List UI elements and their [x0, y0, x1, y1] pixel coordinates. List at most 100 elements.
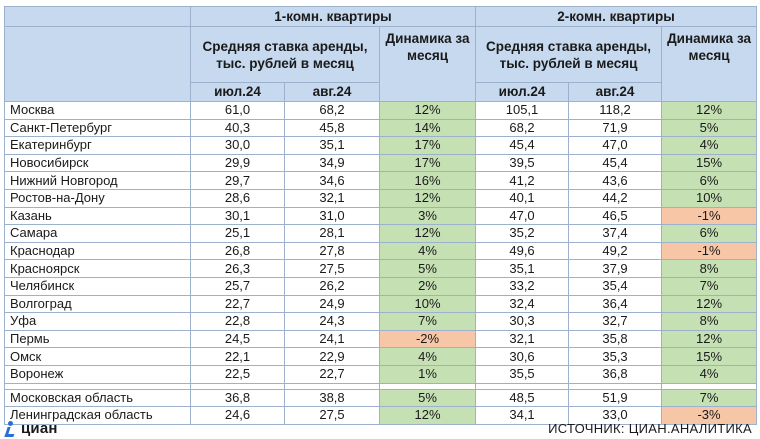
table-row: Краснодар 26,8 27,8 4% 49,6 49,2 -1%	[4, 241, 758, 261]
table-row: Новосибирск 29,9 34,9 17% 39,5 45,4 15%	[4, 153, 758, 173]
header-blank-2	[4, 26, 191, 102]
dynamics-1room: 4%	[378, 241, 477, 261]
city-cell: Ленинградская область	[4, 406, 191, 425]
city-cell: Москва	[4, 101, 191, 120]
dynamics-1room: 12%	[378, 406, 477, 425]
dynamics-2room: -1%	[661, 206, 758, 226]
table-body: Москва 61,0 68,2 12% 105,1 118,2 12% Санкт-Пете…	[4, 101, 758, 425]
dynamics-2room: 7%	[661, 388, 758, 408]
table-row: Ростов-на-Дону 28,6 32,1 12% 40,1 44,2 10%	[4, 188, 758, 208]
rate-1room-aug: 68,2	[284, 101, 380, 120]
rate-1room-aug: 31,0	[284, 206, 380, 226]
dynamics-1room: 14%	[378, 118, 477, 138]
rate-2room-aug: 49,2	[568, 241, 663, 261]
table-row: Казань 30,1 31,0 3% 47,0 46,5 -1%	[4, 206, 758, 226]
rate-2room-jul: 39,5	[475, 153, 570, 173]
rate-2room-jul: 35,5	[475, 364, 570, 384]
dynamics-1room: 4%	[378, 347, 477, 366]
rate-1room-aug: 27,5	[284, 259, 380, 278]
rate-2room-aug: 46,5	[568, 206, 663, 226]
rate-2room-aug: 47,0	[568, 136, 663, 155]
city-cell: Нижний Новгород	[4, 171, 191, 190]
source-note: ИСТОЧНИК: ЦИАН.АНАЛИТИКА	[548, 421, 752, 436]
city-cell: Екатеринбург	[4, 136, 191, 155]
rate-1room-aug: 45,8	[284, 118, 380, 138]
avg-rate-header-1: Средняя ставка аренды, тыс. рублей в мес…	[190, 26, 380, 83]
rate-2room-aug: 33,0	[568, 406, 663, 425]
header-blank	[4, 6, 191, 27]
dynamics-1room: 17%	[378, 136, 477, 155]
dynamics-2room: 4%	[661, 136, 758, 155]
dynamics-2room: 4%	[661, 364, 758, 384]
city-cell: Пермь	[4, 329, 191, 349]
table-row: Воронеж 22,5 22,7 1% 35,5 36,8 4%	[4, 364, 758, 384]
dynamics-2room: -1%	[661, 241, 758, 261]
dynamics-2room: 7%	[661, 276, 758, 296]
table-row: Омск 22,1 22,9 4% 30,6 35,3 15%	[4, 347, 758, 366]
table-row: Пермь 24,5 24,1 -2% 32,1 35,8 12%	[4, 329, 758, 349]
dynamics-header-2: Динамика за месяц	[661, 26, 758, 102]
rate-1room-aug: 32,1	[284, 188, 380, 208]
rate-2room-aug: 37,9	[568, 259, 663, 278]
dynamics-1room: 12%	[378, 224, 477, 243]
dynamics-2room: 6%	[661, 171, 758, 190]
city-cell: Красноярск	[4, 259, 191, 278]
rate-1room-jul: 26,8	[190, 241, 285, 261]
city-cell: Казань	[4, 206, 191, 226]
dynamics-1room: 12%	[378, 188, 477, 208]
cian-logo-icon	[4, 420, 18, 437]
rate-1room-jul: 24,6	[190, 406, 285, 425]
rate-1room-jul: 29,7	[190, 171, 285, 190]
rate-1room-jul: 29,9	[190, 153, 285, 173]
month-aug-2: авг.24	[568, 82, 663, 102]
rate-1room-jul: 26,3	[190, 259, 285, 278]
rate-2room-aug: 51,9	[568, 388, 663, 408]
rate-2room-aug: 36,8	[568, 364, 663, 384]
rate-2room-aug: 35,8	[568, 329, 663, 349]
dynamics-1room: 3%	[378, 206, 477, 226]
dynamics-2room: 12%	[661, 294, 758, 314]
table-row: Нижний Новгород 29,7 34,6 16% 41,2 43,6 6%	[4, 171, 758, 190]
rate-1room-jul: 61,0	[190, 101, 285, 120]
rate-2room-jul: 32,4	[475, 294, 570, 314]
rate-1room-jul: 25,1	[190, 224, 285, 243]
dynamics-1room: -2%	[378, 329, 477, 349]
dynamics-2room: 15%	[661, 347, 758, 366]
rate-1room-jul: 22,5	[190, 364, 285, 384]
dynamics-1room: 10%	[378, 294, 477, 314]
table-row: Уфа 22,8 24,3 7% 30,3 32,7 8%	[4, 312, 758, 331]
dynamics-2room: 8%	[661, 312, 758, 331]
rate-1room-aug: 35,1	[284, 136, 380, 155]
dynamics-1room: 5%	[378, 259, 477, 278]
rate-1room-jul: 22,8	[190, 312, 285, 331]
dynamics-2room: 10%	[661, 188, 758, 208]
city-cell: Санкт-Петербург	[4, 118, 191, 138]
dynamics-2room: 12%	[661, 329, 758, 349]
rent-table-container: 1-комн. квартиры 2-комн. квартиры Средня…	[4, 6, 758, 425]
dynamics-2room: 8%	[661, 259, 758, 278]
table-row: Ленинградская область 24,6 27,5 12% 34,1 33,0…	[4, 406, 758, 425]
city-cell: Волгоград	[4, 294, 191, 314]
dynamics-1room: 16%	[378, 171, 477, 190]
rate-2room-aug: 35,4	[568, 276, 663, 296]
table-row: Санкт-Петербург 40,3 45,8 14% 68,2 71,9 5%	[4, 118, 758, 138]
rate-2room-aug: 36,4	[568, 294, 663, 314]
dynamics-2room: 15%	[661, 153, 758, 173]
rate-1room-jul: 30,1	[190, 206, 285, 226]
rate-1room-aug: 34,6	[284, 171, 380, 190]
dynamics-2room: 12%	[661, 101, 758, 120]
rate-2room-jul: 47,0	[475, 206, 570, 226]
rate-2room-jul: 48,5	[475, 388, 570, 408]
dynamics-1room: 5%	[378, 388, 477, 408]
rate-1room-jul: 30,0	[190, 136, 285, 155]
rate-2room-aug: 45,4	[568, 153, 663, 173]
rate-1room-aug: 27,8	[284, 241, 380, 261]
table-row: Екатеринбург 30,0 35,1 17% 45,4 47,0 4%	[4, 136, 758, 155]
rate-1room-aug: 24,1	[284, 329, 380, 349]
rate-2room-jul: 40,1	[475, 188, 570, 208]
rate-1room-jul: 36,8	[190, 388, 285, 408]
city-cell: Уфа	[4, 312, 191, 331]
rate-1room-jul: 22,7	[190, 294, 285, 314]
rate-2room-jul: 33,2	[475, 276, 570, 296]
city-cell: Челябинск	[4, 276, 191, 296]
